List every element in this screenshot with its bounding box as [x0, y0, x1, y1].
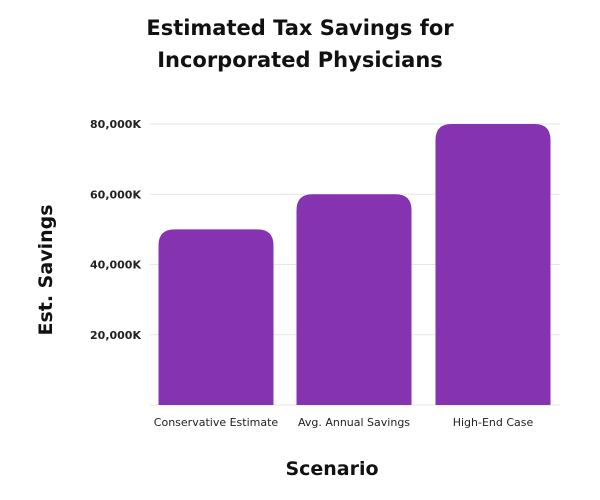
y-tick-label: 60,000K	[90, 188, 141, 201]
chart-title: Estimated Tax Savings for Incorporated P…	[60, 12, 540, 76]
y-tick-labels: 20,000K 40,000K 60,000K 80,000K	[90, 118, 141, 342]
bar	[435, 124, 551, 405]
x-axis-title: Scenario	[285, 458, 378, 480]
bar	[158, 229, 274, 405]
y-tick-label: 40,000K	[90, 259, 141, 272]
x-category-label: High-End Case	[453, 416, 534, 429]
chart-title-line-2: Incorporated Physicians	[157, 48, 443, 72]
y-tick-label: 20,000K	[90, 329, 141, 342]
x-category-label: Conservative Estimate	[154, 416, 279, 429]
bar	[296, 194, 412, 405]
x-category-labels: Conservative Estimate Avg. Annual Savings…	[154, 416, 534, 429]
x-category-label: Avg. Annual Savings	[298, 416, 410, 429]
y-axis-title: Est. Savings	[35, 204, 57, 335]
chart-title-line-1: Estimated Tax Savings for	[146, 16, 454, 40]
y-tick-label: 80,000K	[90, 118, 141, 131]
bars	[158, 124, 551, 405]
